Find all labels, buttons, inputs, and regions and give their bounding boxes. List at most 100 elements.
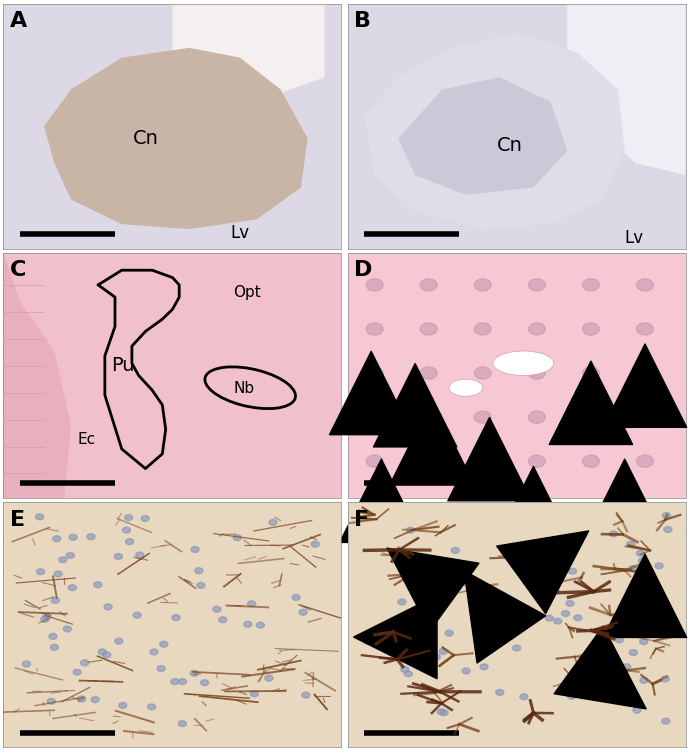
Circle shape — [633, 707, 641, 713]
Circle shape — [195, 568, 203, 574]
Circle shape — [445, 630, 453, 636]
Circle shape — [545, 615, 553, 621]
Circle shape — [197, 582, 205, 588]
Text: F: F — [354, 510, 369, 529]
Circle shape — [582, 455, 599, 467]
Circle shape — [515, 614, 524, 620]
Circle shape — [191, 547, 199, 553]
Circle shape — [409, 633, 418, 638]
Circle shape — [627, 541, 635, 547]
Circle shape — [119, 702, 127, 708]
Circle shape — [59, 556, 67, 562]
Circle shape — [407, 527, 415, 533]
Circle shape — [94, 582, 102, 588]
Circle shape — [637, 455, 653, 467]
Text: Nb: Nb — [234, 381, 254, 396]
Circle shape — [269, 520, 277, 525]
Circle shape — [406, 568, 414, 574]
Circle shape — [234, 535, 241, 541]
Circle shape — [147, 704, 156, 710]
Circle shape — [66, 553, 74, 559]
Circle shape — [366, 367, 383, 379]
Circle shape — [363, 638, 371, 644]
Circle shape — [87, 534, 95, 540]
Circle shape — [661, 718, 670, 724]
Circle shape — [420, 367, 437, 379]
Circle shape — [454, 578, 462, 584]
Circle shape — [190, 671, 198, 676]
Circle shape — [420, 279, 437, 291]
Polygon shape — [3, 253, 71, 498]
Text: Opt: Opt — [234, 285, 261, 300]
Circle shape — [150, 649, 158, 655]
Circle shape — [366, 279, 383, 291]
Circle shape — [125, 514, 133, 520]
Polygon shape — [567, 4, 686, 175]
Circle shape — [200, 680, 209, 686]
Circle shape — [420, 323, 437, 335]
Circle shape — [104, 604, 112, 610]
Circle shape — [50, 644, 59, 650]
Text: C: C — [10, 261, 27, 280]
Circle shape — [637, 411, 653, 424]
Circle shape — [480, 664, 488, 670]
Circle shape — [160, 641, 168, 647]
Circle shape — [622, 664, 630, 670]
Polygon shape — [44, 48, 308, 229]
Circle shape — [639, 638, 648, 644]
Circle shape — [610, 531, 618, 537]
Circle shape — [621, 620, 630, 626]
Text: A: A — [10, 11, 28, 31]
Circle shape — [608, 668, 615, 674]
Ellipse shape — [493, 351, 554, 376]
Circle shape — [41, 617, 49, 623]
Text: Pu: Pu — [112, 356, 135, 375]
Circle shape — [91, 697, 99, 702]
Polygon shape — [172, 4, 325, 101]
Circle shape — [78, 696, 85, 702]
Circle shape — [432, 654, 440, 660]
Circle shape — [178, 721, 187, 726]
Circle shape — [125, 538, 134, 544]
Circle shape — [551, 588, 559, 594]
Circle shape — [37, 569, 45, 575]
Polygon shape — [398, 77, 567, 195]
Circle shape — [178, 679, 187, 684]
Circle shape — [114, 553, 123, 559]
Circle shape — [554, 618, 562, 624]
Text: E: E — [10, 510, 25, 529]
Circle shape — [582, 323, 599, 335]
Circle shape — [566, 601, 574, 606]
Circle shape — [440, 710, 449, 716]
Circle shape — [474, 279, 491, 291]
Circle shape — [53, 535, 61, 541]
Circle shape — [528, 411, 545, 424]
Circle shape — [562, 611, 570, 617]
Text: Lv: Lv — [625, 229, 644, 247]
Circle shape — [582, 367, 599, 379]
Circle shape — [292, 595, 300, 600]
Circle shape — [73, 669, 81, 675]
Circle shape — [639, 558, 646, 564]
Text: Ec: Ec — [78, 432, 96, 447]
Circle shape — [43, 614, 51, 620]
Circle shape — [509, 610, 517, 616]
Circle shape — [574, 615, 582, 620]
Circle shape — [141, 515, 150, 521]
Circle shape — [664, 526, 672, 532]
Circle shape — [637, 279, 653, 291]
Circle shape — [244, 621, 252, 627]
Circle shape — [495, 689, 504, 695]
Circle shape — [401, 666, 409, 672]
Circle shape — [637, 323, 653, 335]
Circle shape — [474, 323, 491, 335]
Circle shape — [299, 609, 307, 615]
Circle shape — [474, 455, 491, 467]
Text: Cn: Cn — [497, 136, 523, 155]
Circle shape — [172, 615, 180, 620]
Circle shape — [451, 547, 460, 553]
Polygon shape — [364, 33, 625, 229]
Circle shape — [528, 323, 545, 335]
Text: Lv: Lv — [230, 224, 249, 242]
Circle shape — [23, 661, 30, 667]
